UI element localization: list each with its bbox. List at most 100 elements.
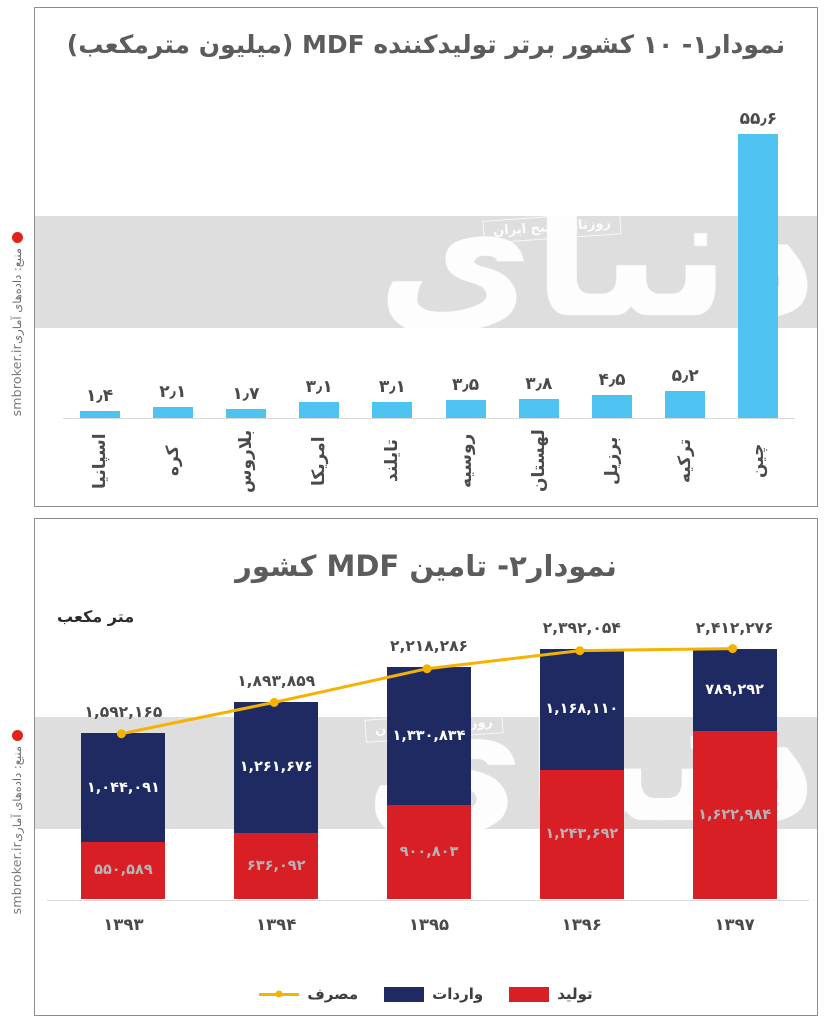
source-site-chart2: smbroker.ir (9, 841, 25, 915)
chart2-imports-value: ۱,۱۶۸,۱۱۰ (545, 701, 619, 718)
chart1-label-cell: روسیه (429, 426, 502, 496)
chart2-imports-value: ۱,۰۴۴,۰۹۱ (86, 779, 160, 796)
chart2-stacked-bar[interactable]: ۱,۱۶۸,۱۱۰ ۱,۲۴۳,۶۹۲ (539, 648, 624, 899)
chart1-category-label: کره (162, 445, 183, 477)
chart1-bar-group: ۴٫۵ (575, 78, 648, 418)
chart1-bar-group: ۳٫۵ (429, 78, 502, 418)
chart2-segment-production[interactable]: ۵۵۰,۵۸۹ (81, 841, 166, 899)
chart2-year-label: ۱۳۹۴ (256, 915, 297, 934)
chart1-category-label: تایلند (382, 439, 403, 483)
chart1-category-labels: چین ترکیه برزیل لهستان روسیه تایلند امریکا بلار… (63, 426, 795, 496)
chart2-title: نمودار۲- تامین MDF کشور (235, 549, 617, 583)
chart2-imports-value: ۱,۲۶۱,۶۷۶ (239, 759, 313, 776)
chart2-consumption-value: ۲,۲۱۸,۲۸۶ (390, 637, 468, 656)
chart2-imports-value: ۱,۳۳۰,۸۳۴ (392, 728, 466, 745)
chart1-label-cell: لهستان (502, 426, 575, 496)
legend-item[interactable]: تولید (509, 985, 593, 1003)
chart1-bar-group: ۳٫۸ (502, 78, 575, 418)
chart2-segment-production[interactable]: ۱,۲۴۳,۶۹۲ (539, 769, 624, 899)
chart1-label-cell: تایلند (356, 426, 429, 496)
chart1-title: نمودار۱- ۱۰ کشور برتر تولیدکننده MDF (می… (66, 30, 786, 59)
source-label-chart1: منبع: داده‌های آماری (9, 248, 24, 344)
source-label-chart2: منبع: داده‌های آماری (9, 746, 24, 842)
legend-item[interactable]: مصرف (259, 985, 358, 1003)
chart2-segment-imports[interactable]: ۱,۲۶۱,۶۷۶ (234, 702, 319, 833)
chart2-unit-label: متر مکعب (57, 607, 135, 626)
chart2-consumption-value: ۱,۸۹۳,۸۵۹ (237, 671, 316, 690)
chart1-category-label: اسپانیا (89, 433, 110, 489)
chart1-bar-group: ۱٫۷ (209, 78, 282, 418)
chart2-stacked-bar[interactable]: ۱,۲۶۱,۶۷۶ ۶۳۶,۰۹۲ (234, 702, 319, 899)
chart1-category-label: لهستان (528, 429, 549, 493)
chart1-bar[interactable] (372, 402, 413, 418)
chart1-bar-group: ۳٫۱ (283, 78, 356, 418)
chart1-bars: ۵۵٫۶ ۵٫۲ ۴٫۵ ۳٫۸ ۳٫۵ ۳٫۱ ۳٫۱ ۱٫۷ ۲٫۱ ۱٫۴ (63, 78, 795, 418)
chart2-segment-imports[interactable]: ۷۸۹,۲۹۲ (692, 648, 777, 731)
chart2-stacked-bar[interactable]: ۱,۳۳۰,۸۳۴ ۹۰۰,۸۰۳ (387, 667, 471, 899)
chart1-label-cell: ترکیه (649, 426, 722, 496)
chart1-bar-value: ۳٫۱ (305, 377, 333, 398)
chart2-production-value: ۱,۶۲۲,۹۸۴ (698, 806, 772, 823)
chart1-bar[interactable] (665, 391, 706, 418)
chart1-label-cell: بلاروس (209, 426, 282, 496)
chart1-bar-value: ۵٫۲ (671, 366, 699, 387)
chart2-imports-value: ۷۸۹,۲۹۲ (705, 681, 764, 698)
source-site-chart1: smbroker.ir (9, 343, 25, 417)
chart1-category-label: بلاروس (235, 429, 256, 493)
chart1-bar[interactable] (225, 409, 266, 418)
bullet-dot-icon (11, 232, 23, 243)
chart2-plot-area: ۱,۰۴۴,۰۹۱ ۵۵۰,۵۸۹ ۱,۵۹۲,۱۶۵ ۱,۲۶۱,۶۷۶ ۶۳۶,۰۹… (47, 619, 809, 899)
chart1-bar-value: ۳٫۵ (452, 375, 480, 396)
legend-swatch-icon (384, 986, 425, 1002)
bullet-dot-icon (11, 730, 23, 741)
chart1-category-label: امریکا (309, 436, 330, 486)
chart2-segment-imports[interactable]: ۱,۰۴۴,۰۹۱ (81, 733, 166, 842)
chart2-segment-imports[interactable]: ۱,۱۶۸,۱۱۰ (539, 648, 624, 770)
chart1-bar[interactable] (518, 398, 559, 418)
legend-swatch-icon (509, 986, 550, 1002)
chart1-category-label: برزیل (602, 436, 622, 486)
chart1-bar-group: ۵۵٫۶ (722, 78, 795, 418)
chart2-segment-production[interactable]: ۹۰۰,۸۰۳ (387, 805, 471, 899)
chart2-production-value: ۵۵۰,۵۸۹ (94, 862, 153, 879)
chart1-bar[interactable] (592, 395, 632, 418)
chart2-stacked-bar[interactable]: ۷۸۹,۲۹۲ ۱,۶۲۲,۹۸۴ (692, 648, 777, 899)
legend-line-marker-icon (259, 992, 300, 996)
chart1-category-label: چین (748, 443, 769, 479)
chart-panel-supply: دنیای اقتصاد روزنامه صبح ایران نمودار۲- … (34, 518, 818, 1016)
chart2-segment-production[interactable]: ۱,۶۲۲,۹۸۴ (692, 730, 777, 899)
chart1-x-axis (63, 418, 795, 419)
chart-panel-countries: دنیای اقتصاد روزنامه صبح ایران نمودار۱- … (34, 7, 818, 507)
chart1-label-cell: اسپانیا (63, 426, 136, 496)
watermark-band (35, 216, 817, 328)
chart1-bar[interactable] (299, 402, 340, 418)
chart2-year-label: ۱۳۹۷ (714, 915, 755, 934)
chart1-bar[interactable] (738, 134, 779, 418)
legend-item[interactable]: واردات (384, 985, 483, 1003)
chart2-legend: تولید واردات مصرف (35, 985, 817, 1003)
chart1-bar-group: ۲٫۱ (136, 78, 209, 418)
chart1-bar[interactable] (79, 410, 120, 418)
chart1-label-cell: چین (722, 426, 795, 496)
chart1-bar-value: ۱٫۷ (232, 384, 260, 405)
source-credit-chart1: منبع: داده‌های آماری smbroker.ir (2, 232, 32, 416)
chart2-x-axis (47, 900, 809, 901)
chart2-segment-imports[interactable]: ۱,۳۳۰,۸۳۴ (387, 667, 471, 806)
chart2-consumption-value: ۲,۳۹۲,۰۵۴ (542, 618, 621, 637)
chart1-category-label: ترکیه (675, 438, 696, 484)
chart2-production-value: ۶۳۶,۰۹۲ (246, 857, 306, 874)
chart2-stacked-bar[interactable]: ۱,۰۴۴,۰۹۱ ۵۵۰,۵۸۹ (81, 733, 166, 899)
chart2-segment-production[interactable]: ۶۳۶,۰۹۲ (234, 832, 319, 899)
chart1-bar-value: ۳٫۸ (525, 373, 553, 394)
chart1-bar[interactable] (445, 400, 486, 418)
chart2-consumption-value: ۱,۵۹۲,۱۶۵ (84, 703, 163, 722)
source-credit-chart2: منبع: داده‌های آماری smbroker.ir (2, 730, 32, 914)
chart2-year-label: ۱۳۹۶ (561, 915, 602, 934)
chart2-year-label: ۱۳۹۳ (103, 915, 144, 934)
chart1-bar-group: ۵٫۲ (649, 78, 722, 418)
chart1-label-cell: برزیل (575, 426, 648, 496)
chart1-bar-group: ۱٫۴ (63, 78, 136, 418)
chart2-consumption-value: ۲,۴۱۲,۲۷۶ (695, 618, 774, 637)
chart1-bar-value: ۴٫۵ (598, 370, 626, 391)
chart1-bar[interactable] (152, 407, 193, 418)
